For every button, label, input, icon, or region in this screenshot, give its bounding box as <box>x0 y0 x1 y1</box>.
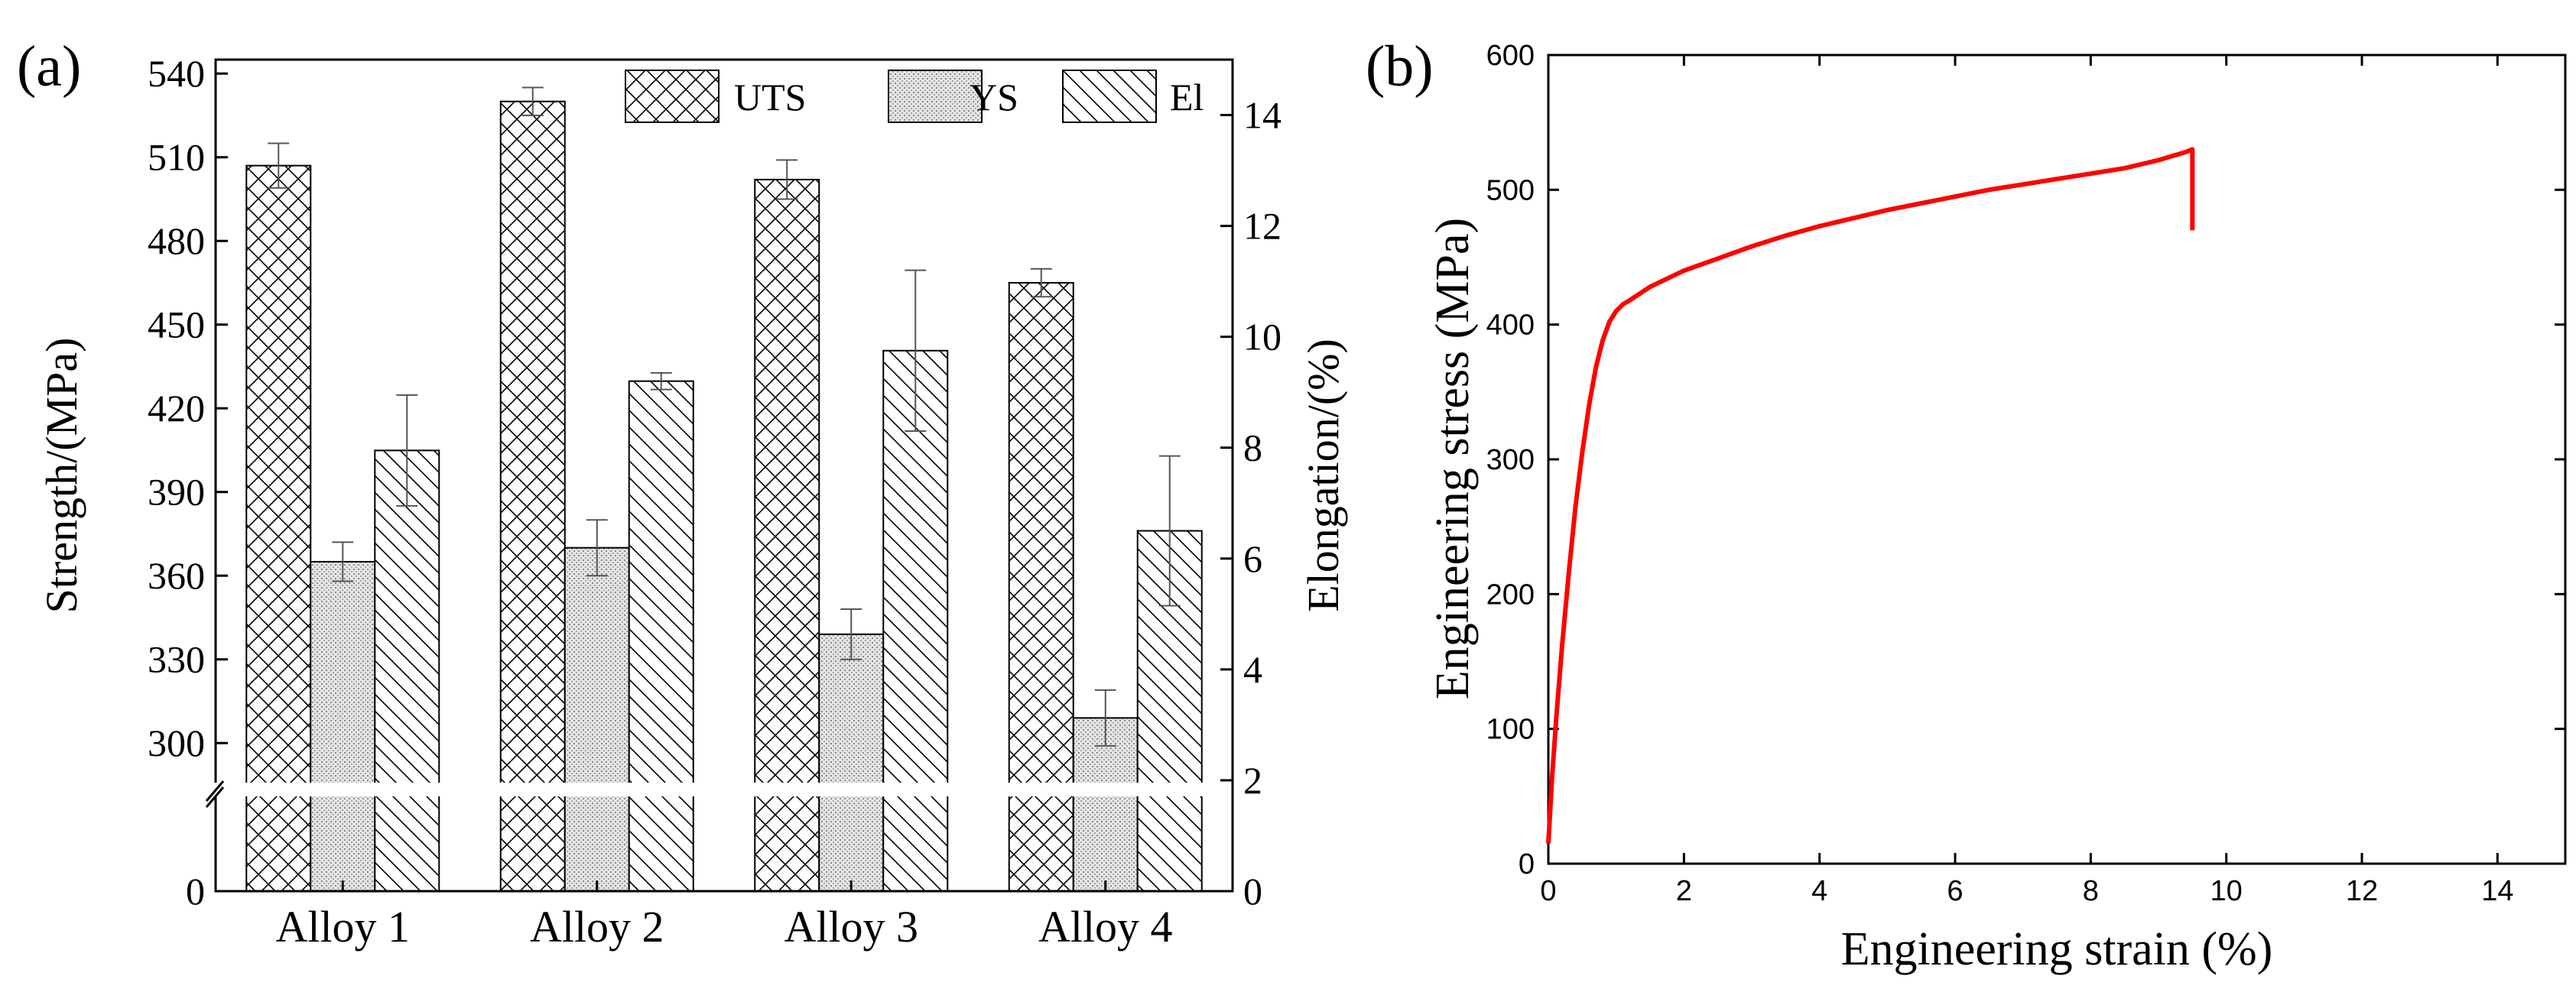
panel-b-label: (b) <box>1366 34 1434 99</box>
y-tick-label-left: 300 <box>148 721 205 764</box>
axis-break-marker <box>205 780 225 808</box>
y-tick-label: 0 <box>1519 848 1535 880</box>
bar-el-1 <box>374 449 440 892</box>
y-tick-label-left: 360 <box>148 554 205 597</box>
bar-uts-1 <box>245 164 312 892</box>
y-tick-label-left: 540 <box>148 52 205 95</box>
y-tick-label: 100 <box>1486 714 1535 746</box>
y-tick-label-right: 12 <box>1243 205 1282 248</box>
y-tick-label-left: 450 <box>148 303 205 346</box>
y-tick-label: 400 <box>1486 310 1535 342</box>
y-tick-label-right: 4 <box>1243 648 1262 691</box>
bar-el-2 <box>628 380 694 892</box>
legend-swatch-ys <box>888 70 983 123</box>
axis-break-band <box>217 783 1231 796</box>
stress-strain-curve <box>1546 147 2195 844</box>
x-tick-label: 2 <box>1676 875 1692 907</box>
y-tick-label-left: 510 <box>148 136 205 179</box>
y-axis-title-left: Strength/(MPa) <box>37 338 86 614</box>
y-axis-title: Engineering stress (MPa) <box>1427 218 1479 699</box>
bar-ys-2 <box>564 546 630 892</box>
y-axis-title-right: Elongation/(%) <box>1298 339 1348 612</box>
x-tick-label: 4 <box>1811 875 1827 907</box>
bar-group <box>217 100 1231 893</box>
y-tick-label-left: 330 <box>148 638 205 681</box>
bar-el-3 <box>882 349 949 892</box>
x-tick-label: 0 <box>1540 875 1556 907</box>
legend-swatch-el <box>1062 70 1157 123</box>
bar-uts-3 <box>754 178 820 892</box>
panel-a-label: (a) <box>17 34 81 99</box>
legend-label-el: El <box>1170 76 1204 118</box>
bar-ys-3 <box>818 633 885 892</box>
y-tick-label-left: 0 <box>186 870 205 913</box>
y-tick-label-right: 10 <box>1243 316 1282 358</box>
axis-break-slash <box>205 786 225 808</box>
y-tick-label-right: 14 <box>1243 94 1282 137</box>
axis-ticks-b: 0 2 4 6 8 10 12 14 0 100 200 300 400 500 600 <box>1486 40 2565 907</box>
legend: UTS YS El <box>625 70 1204 123</box>
panel-a-bar-chart: (a) Alloy 1 Alloy 2 Alloy 3 Alloy 4 0 300 330 3… <box>17 34 1348 952</box>
y-tick-label-left: 420 <box>148 387 205 430</box>
legend-label-uts: UTS <box>734 76 806 118</box>
y-tick-label: 500 <box>1486 174 1535 206</box>
bar-uts-2 <box>499 100 566 893</box>
x-axis-title: Engineering strain (%) <box>1841 923 2273 975</box>
legend-swatch-uts <box>625 70 720 123</box>
y-tick-label: 200 <box>1486 579 1535 611</box>
axis-break-slash <box>205 780 225 802</box>
x-tick-label: 8 <box>2083 875 2099 907</box>
legend-label-ys: YS <box>970 76 1018 118</box>
x-tick-label: 10 <box>2211 875 2243 907</box>
y-tick-label-right: 6 <box>1243 537 1262 580</box>
x-tick-label: 12 <box>2346 875 2378 907</box>
x-category-label: Alloy 1 <box>275 902 410 952</box>
y-tick-label: 600 <box>1486 40 1535 72</box>
x-tick-label: 14 <box>2481 875 2513 907</box>
y-tick-label-right: 0 <box>1243 870 1262 913</box>
plot-frame-a <box>214 58 1234 893</box>
bar-ys-1 <box>310 560 376 892</box>
y-tick-label-left: 480 <box>148 219 205 262</box>
y-tick-label: 300 <box>1486 444 1535 476</box>
y-tick-label-left: 390 <box>148 471 205 514</box>
axis-ticks-a: Alloy 1 Alloy 2 Alloy 3 Alloy 4 0 300 330 360 39… <box>148 52 1282 952</box>
plot-frame-b <box>1547 54 2567 865</box>
x-category-label: Alloy 4 <box>1038 902 1173 952</box>
x-category-label: Alloy 2 <box>530 902 664 952</box>
y-tick-label-right: 8 <box>1243 426 1262 469</box>
x-category-label: Alloy 3 <box>784 902 918 952</box>
error-bar-group <box>268 86 1181 747</box>
y-tick-label-right: 2 <box>1243 759 1262 802</box>
panel-b-line-chart: (b) 0 2 4 6 8 10 12 14 0 100 200 300 400 500 600 Engin… <box>1366 34 2567 975</box>
x-tick-label: 6 <box>1947 875 1963 907</box>
bar-uts-4 <box>1008 281 1074 892</box>
